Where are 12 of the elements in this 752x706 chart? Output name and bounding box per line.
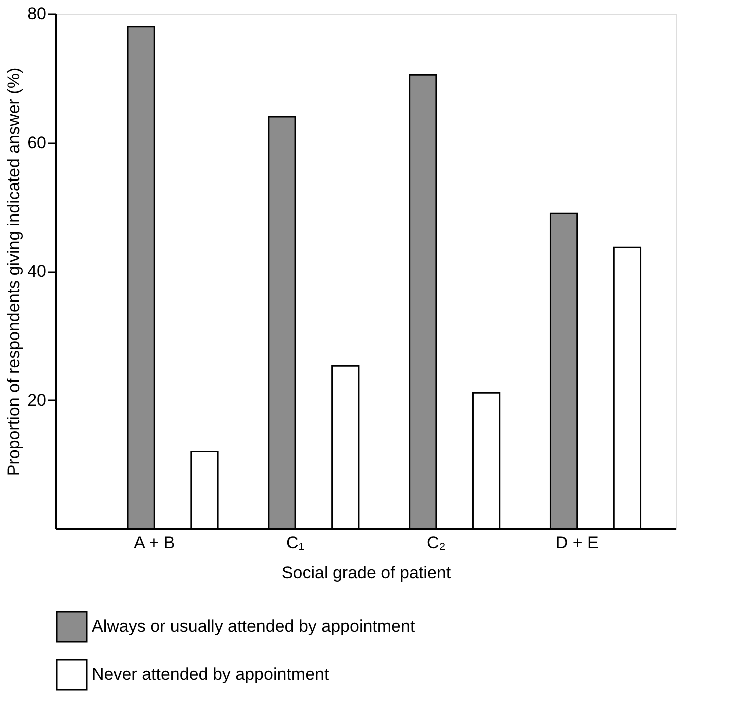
x-tick-label: C₁ [286, 534, 305, 552]
x-tick-label: C₂ [427, 534, 446, 552]
x-tick-label: D + E [556, 534, 599, 552]
x-tick-label: A + B [134, 534, 176, 552]
y-tick-label: 20 [28, 390, 46, 410]
y-tick-label: 60 [28, 133, 46, 152]
y-tick-label: 40 [28, 262, 46, 281]
legend-label: Never attended by appointment [92, 665, 330, 684]
legend-label: Always or usually attended by appointment [92, 617, 416, 636]
x-axis-title: Social grade of patient [282, 564, 452, 582]
y-tick-label: 80 [28, 4, 46, 24]
y-axis-title: Proportion of respondents giving indicated answer (%) [4, 68, 24, 476]
